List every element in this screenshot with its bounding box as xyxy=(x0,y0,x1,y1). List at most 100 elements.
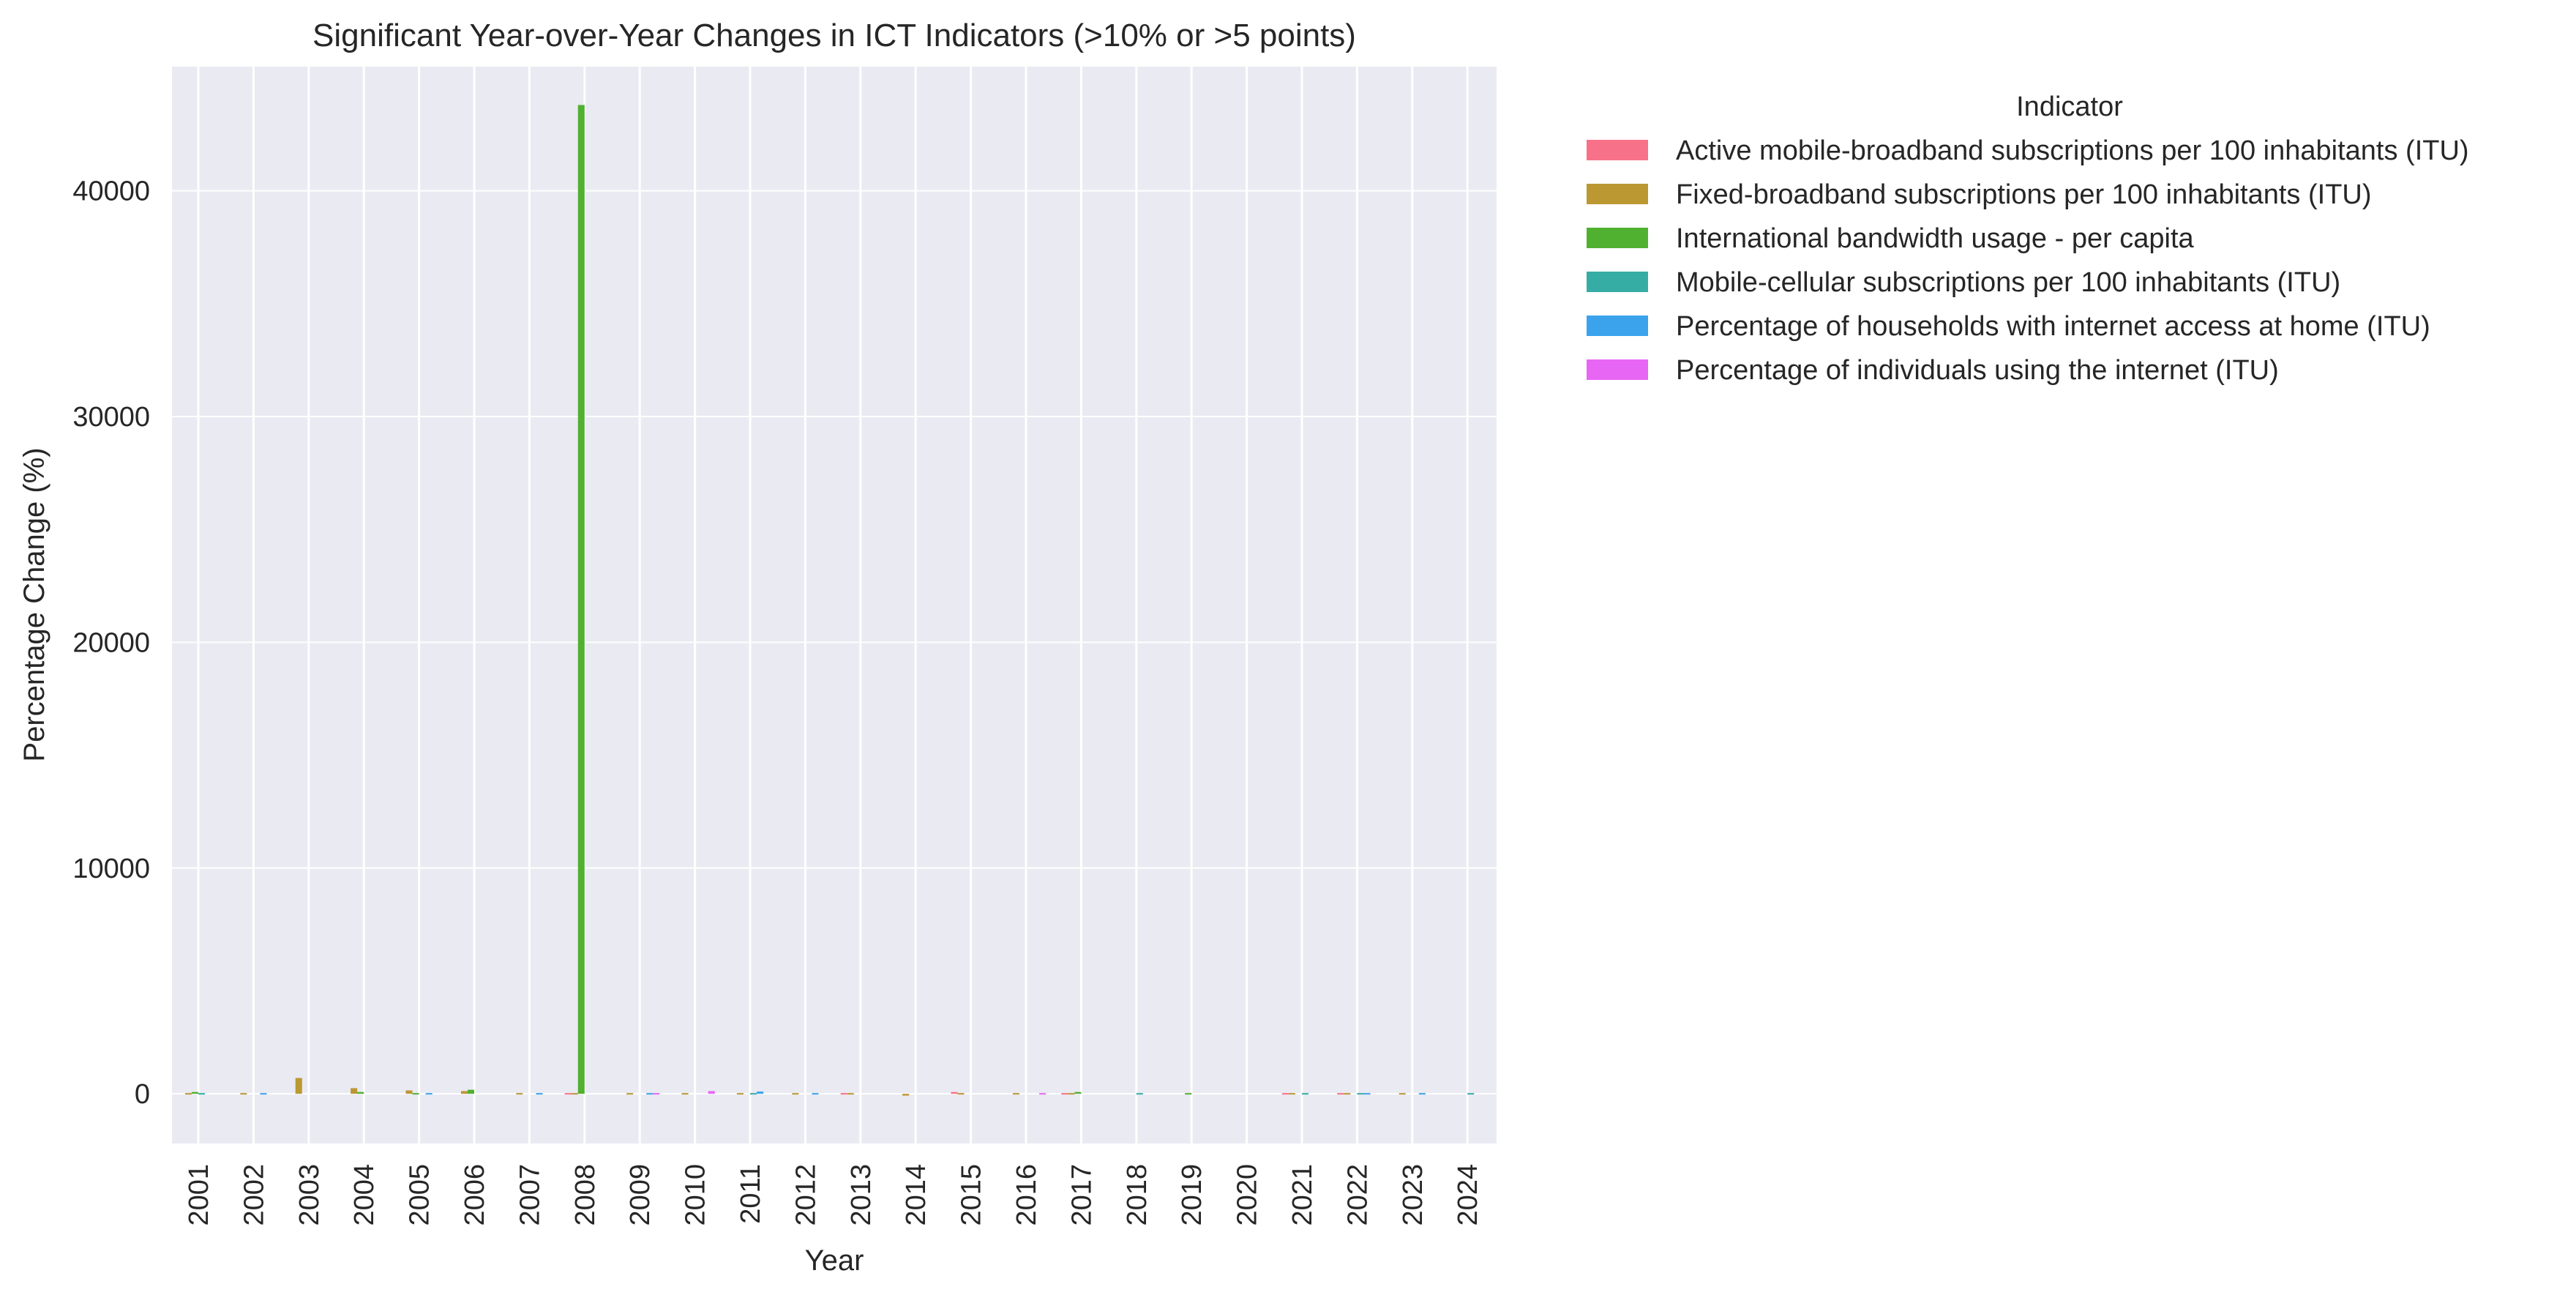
x-tick-label: 2005 xyxy=(405,1164,435,1226)
bar-2024-series-4 xyxy=(1467,1093,1475,1095)
legend-label: Mobile-cellular subscriptions per 100 in… xyxy=(1676,267,2340,298)
x-tick-label: 2006 xyxy=(460,1164,490,1226)
x-tick-label: 2015 xyxy=(956,1164,987,1226)
bar-2012-series-2 xyxy=(792,1093,799,1095)
bar-2016-series-6 xyxy=(1039,1093,1046,1095)
bars xyxy=(184,105,1475,1096)
y-tick-label: 10000 xyxy=(72,854,150,884)
bar-2013-series-1 xyxy=(840,1093,847,1095)
bar-2007-series-5 xyxy=(536,1093,543,1095)
bar-2021-series-4 xyxy=(1302,1093,1309,1095)
legend-swatch xyxy=(1587,184,1648,204)
x-tick-label: 2004 xyxy=(349,1164,380,1226)
x-tick-label: 2012 xyxy=(790,1164,821,1226)
bar-2007-series-2 xyxy=(516,1093,523,1095)
bar-2011-series-4 xyxy=(750,1093,757,1095)
y-tick-label: 30000 xyxy=(72,402,150,433)
legend-swatch xyxy=(1587,140,1648,160)
legend-swatch xyxy=(1587,272,1648,292)
chart-title: Significant Year-over-Year Changes in IC… xyxy=(312,18,1356,53)
bar-2006-series-3 xyxy=(467,1089,474,1094)
x-tick-label: 2008 xyxy=(570,1164,601,1226)
bar-2017-series-2 xyxy=(1068,1093,1075,1095)
bar-2016-series-2 xyxy=(1012,1093,1019,1095)
bar-2010-series-2 xyxy=(681,1093,689,1095)
bar-2009-series-6 xyxy=(653,1093,660,1095)
legend-swatch xyxy=(1587,359,1648,380)
x-tick-label: 2007 xyxy=(514,1164,545,1226)
legend: Indicator Active mobile-broadband subscr… xyxy=(1587,92,2469,386)
y-tick-label: 0 xyxy=(135,1079,150,1110)
x-tick-label: 2020 xyxy=(1232,1164,1263,1226)
x-tick-label: 2017 xyxy=(1066,1164,1097,1226)
bar-2018-series-4 xyxy=(1136,1093,1143,1095)
bar-2008-series-3 xyxy=(577,105,585,1094)
x-tick-label: 2002 xyxy=(239,1164,269,1226)
x-tick-label: 2014 xyxy=(901,1164,932,1226)
bar-2009-series-2 xyxy=(626,1093,634,1095)
bar-2005-series-5 xyxy=(425,1093,433,1095)
legend-title: Indicator xyxy=(2016,92,2123,122)
legend-label: Percentage of households with internet a… xyxy=(1676,311,2430,342)
bar-2001-series-3 xyxy=(191,1091,198,1094)
y-axis-label: Percentage Change (%) xyxy=(18,447,50,761)
legend-swatch xyxy=(1587,316,1648,336)
x-tick-label: 2009 xyxy=(625,1164,656,1226)
bar-2022-series-5 xyxy=(1363,1093,1371,1095)
y-tick-labels: 0 10000 20000 30000 40000 xyxy=(72,176,150,1111)
x-tick-label: 2013 xyxy=(846,1164,877,1226)
bar-2009-series-5 xyxy=(646,1093,654,1095)
bar-2013-series-2 xyxy=(847,1093,854,1095)
plot-background xyxy=(172,67,1497,1143)
bar-2006-series-2 xyxy=(460,1091,468,1094)
x-tick-label: 2024 xyxy=(1453,1164,1483,1226)
bar-2004-series-2 xyxy=(351,1088,358,1094)
x-tick-label: 2016 xyxy=(1011,1164,1042,1226)
bar-2004-series-3 xyxy=(357,1091,364,1094)
bar-2008-series-1 xyxy=(564,1093,572,1095)
bar-2001-series-2 xyxy=(184,1093,192,1095)
bar-2021-series-2 xyxy=(1288,1093,1295,1095)
x-tick-label: 2001 xyxy=(184,1164,214,1226)
bar-2003-series-2 xyxy=(295,1078,302,1094)
x-tick-label: 2018 xyxy=(1122,1164,1153,1226)
x-tick-label: 2021 xyxy=(1287,1164,1318,1226)
bar-2023-series-2 xyxy=(1399,1093,1406,1095)
bar-2005-series-3 xyxy=(412,1093,419,1095)
bar-2015-series-1 xyxy=(951,1091,958,1094)
x-tick-label: 2022 xyxy=(1342,1164,1373,1226)
bar-2022-series-4 xyxy=(1357,1093,1364,1095)
bar-2021-series-1 xyxy=(1281,1093,1289,1095)
bar-2019-series-3 xyxy=(1185,1093,1192,1095)
legend-label: Fixed-broadband subscriptions per 100 in… xyxy=(1676,179,2372,210)
bar-2001-series-4 xyxy=(198,1093,206,1095)
x-tick-labels: 2001 2002 2003 2004 2005 2006 2007 2008 2009 2010… xyxy=(184,1164,1483,1226)
x-tick-label: 2003 xyxy=(294,1164,325,1226)
x-axis-label: Year xyxy=(805,1244,864,1277)
bar-2015-series-2 xyxy=(957,1093,965,1095)
y-tick-label: 20000 xyxy=(72,627,150,658)
bar-2005-series-2 xyxy=(405,1090,413,1094)
legend-label: Active mobile-broadband subscriptions pe… xyxy=(1676,135,2469,166)
bar-2002-series-5 xyxy=(260,1093,267,1095)
bar-2002-series-2 xyxy=(240,1093,247,1095)
x-tick-label: 2011 xyxy=(735,1164,766,1224)
bar-2011-series-5 xyxy=(757,1091,764,1094)
x-tick-label: 2010 xyxy=(681,1164,711,1226)
x-tick-label: 2019 xyxy=(1177,1164,1208,1226)
legend-label: International bandwidth usage - per capi… xyxy=(1676,223,2195,254)
legend-items: Active mobile-broadband subscriptions pe… xyxy=(1587,135,2469,386)
bar-2014-series-2 xyxy=(902,1094,910,1096)
bar-2017-series-1 xyxy=(1061,1093,1068,1095)
legend-label: Percentage of individuals using the inte… xyxy=(1676,355,2279,386)
bar-2023-series-5 xyxy=(1418,1093,1426,1095)
bar-2012-series-5 xyxy=(812,1093,819,1095)
bar-2011-series-2 xyxy=(736,1093,744,1095)
bar-2022-series-2 xyxy=(1344,1093,1351,1095)
y-tick-label: 40000 xyxy=(72,176,150,207)
bar-2017-series-3 xyxy=(1074,1091,1082,1094)
bar-2010-series-6 xyxy=(708,1091,715,1094)
x-tick-label: 2023 xyxy=(1398,1164,1429,1226)
bar-2022-series-1 xyxy=(1337,1093,1344,1095)
